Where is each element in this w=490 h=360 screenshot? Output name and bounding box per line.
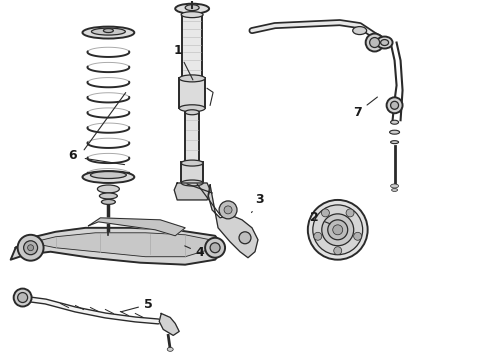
Circle shape — [313, 205, 363, 255]
Ellipse shape — [391, 184, 398, 188]
Ellipse shape — [82, 27, 134, 39]
Ellipse shape — [181, 180, 203, 186]
Circle shape — [366, 33, 384, 51]
Circle shape — [321, 209, 329, 217]
Ellipse shape — [179, 75, 205, 82]
Ellipse shape — [167, 347, 173, 351]
Ellipse shape — [391, 120, 398, 124]
Polygon shape — [174, 183, 210, 200]
Polygon shape — [89, 218, 185, 236]
Circle shape — [314, 232, 322, 240]
Circle shape — [18, 235, 44, 261]
Text: 1: 1 — [174, 44, 193, 80]
Circle shape — [391, 101, 398, 109]
Ellipse shape — [91, 171, 126, 179]
Ellipse shape — [381, 40, 389, 45]
Ellipse shape — [181, 12, 203, 18]
Ellipse shape — [92, 28, 125, 35]
Bar — [181, 162, 203, 184]
Circle shape — [18, 293, 27, 302]
Circle shape — [24, 241, 38, 255]
Ellipse shape — [181, 160, 203, 166]
Text: 2: 2 — [311, 211, 330, 224]
Polygon shape — [30, 233, 215, 257]
Ellipse shape — [392, 189, 397, 192]
Ellipse shape — [103, 28, 113, 32]
Bar — [182, 13, 202, 77]
Ellipse shape — [98, 185, 120, 193]
Circle shape — [308, 200, 368, 260]
Text: 6: 6 — [68, 149, 77, 162]
Circle shape — [239, 232, 251, 244]
Circle shape — [387, 97, 403, 113]
Text: 5: 5 — [121, 298, 153, 312]
Circle shape — [328, 220, 348, 240]
Bar — [185, 110, 199, 165]
Circle shape — [219, 201, 237, 219]
Ellipse shape — [391, 141, 398, 144]
Ellipse shape — [82, 171, 134, 183]
Polygon shape — [11, 228, 225, 265]
Ellipse shape — [185, 110, 199, 115]
Text: 7: 7 — [353, 97, 377, 119]
Circle shape — [333, 225, 343, 235]
Text: 4: 4 — [185, 246, 204, 259]
Text: 3: 3 — [251, 193, 264, 212]
Polygon shape — [208, 185, 258, 258]
Ellipse shape — [185, 5, 199, 11]
Circle shape — [210, 243, 220, 253]
Bar — [179, 78, 205, 108]
Circle shape — [205, 238, 225, 258]
Circle shape — [354, 232, 362, 240]
Ellipse shape — [101, 199, 115, 204]
Circle shape — [346, 209, 354, 217]
Ellipse shape — [179, 105, 205, 112]
Ellipse shape — [353, 27, 367, 35]
Ellipse shape — [99, 193, 118, 199]
Circle shape — [27, 245, 34, 251]
Ellipse shape — [377, 37, 392, 49]
Ellipse shape — [175, 4, 209, 14]
Circle shape — [322, 214, 354, 246]
Circle shape — [369, 37, 380, 48]
Ellipse shape — [390, 130, 399, 134]
Circle shape — [14, 289, 32, 306]
Polygon shape — [159, 314, 179, 336]
Circle shape — [224, 206, 232, 214]
Circle shape — [334, 247, 342, 255]
